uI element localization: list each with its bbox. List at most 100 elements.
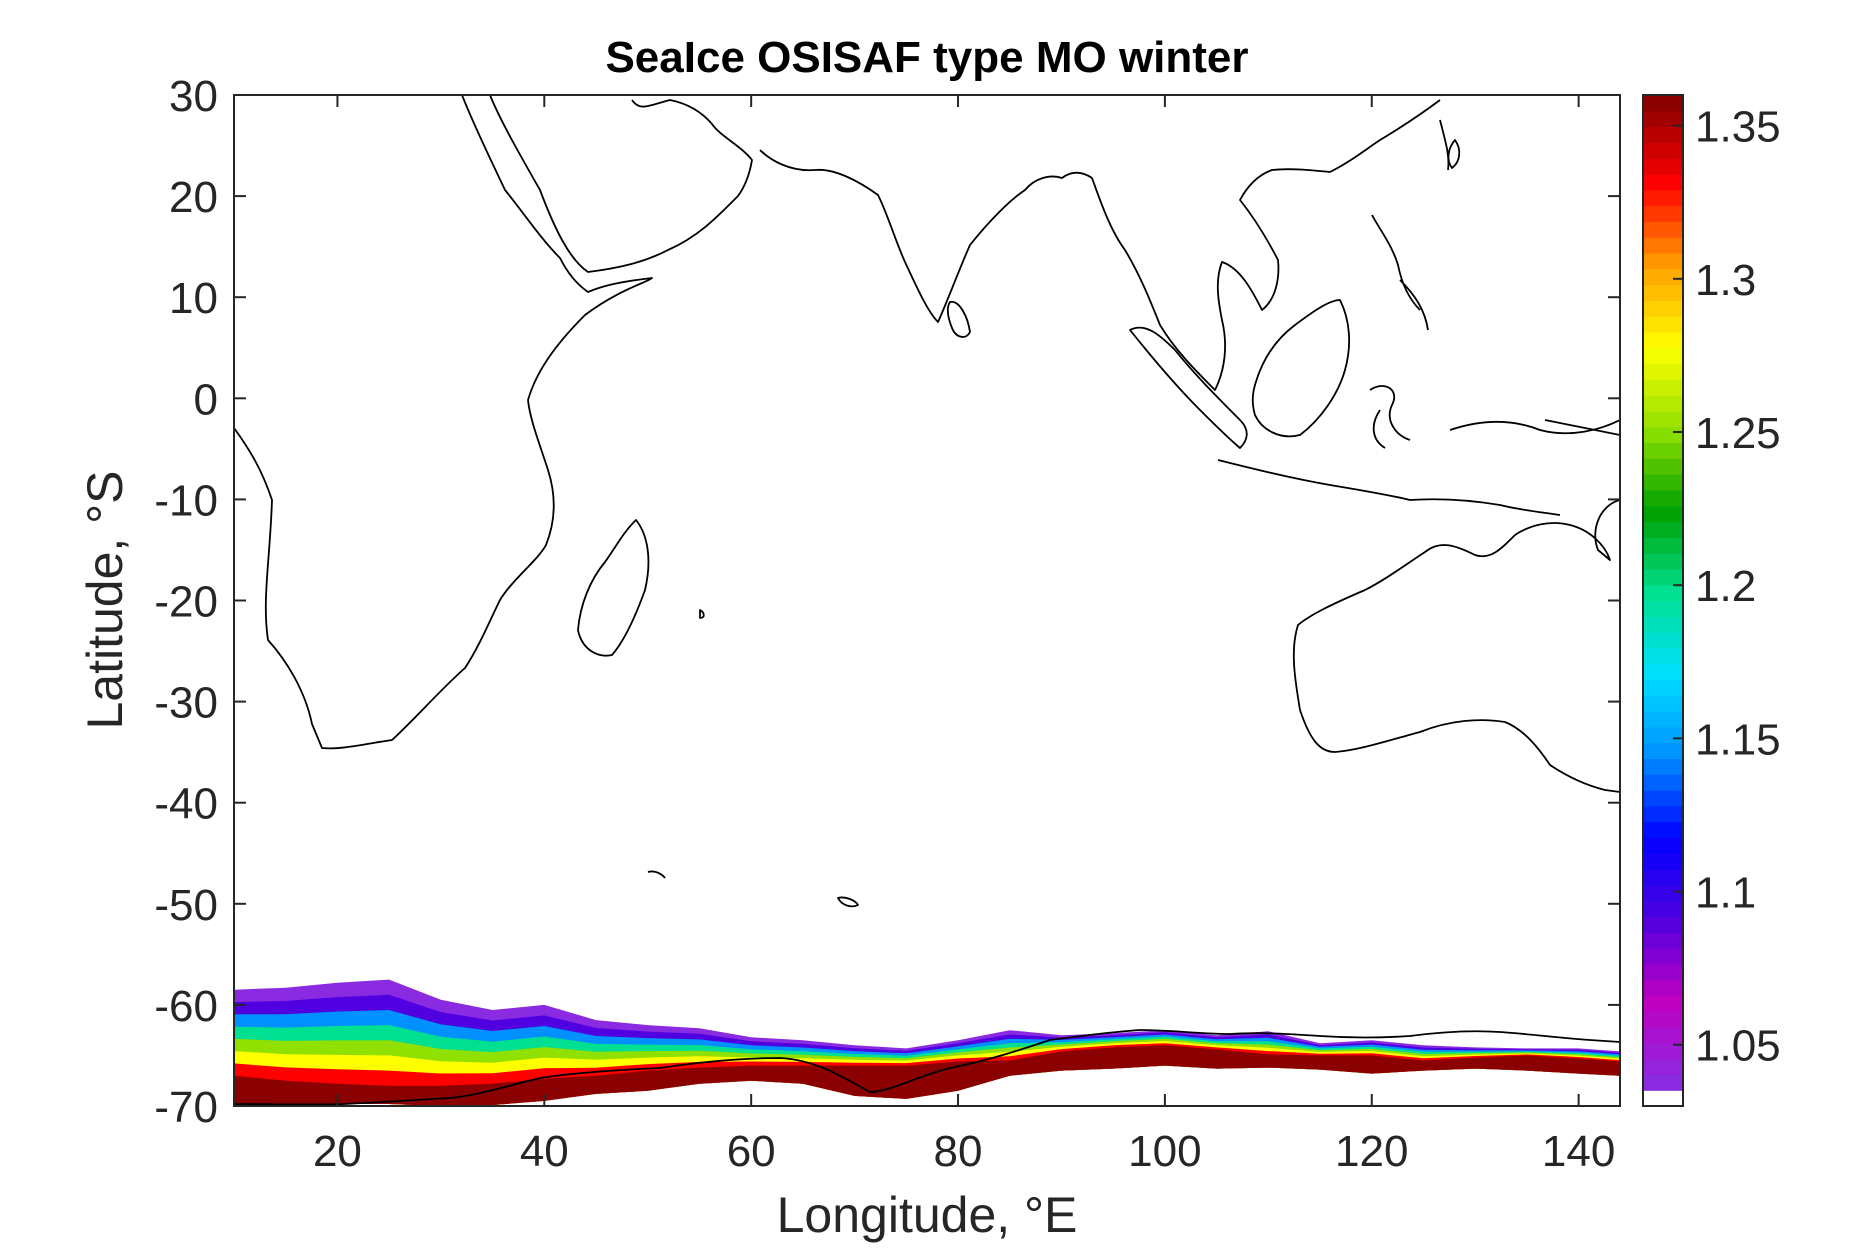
colorbar-cell	[1643, 821, 1683, 839]
x-tick-label: 100	[1128, 1127, 1201, 1176]
colorbar-cell	[1643, 884, 1683, 902]
colorbar-cell	[1643, 110, 1683, 128]
sea-ice-heatmap	[234, 979, 1620, 1106]
coastline-australia	[1292, 499, 1620, 793]
y-tick-label: -70	[154, 1083, 218, 1132]
colorbar-cell	[1643, 1090, 1683, 1107]
colorbar-cell	[1643, 142, 1683, 159]
colorbar-tick-label: 1.3	[1695, 256, 1756, 305]
coastline-java	[1217, 459, 1561, 516]
colorbar-cell	[1643, 584, 1683, 602]
colorbar-cell	[1643, 711, 1683, 728]
colorbar-cell	[1643, 758, 1683, 775]
coastline-philippines	[1371, 119, 1450, 331]
colorbar-cell	[1643, 363, 1683, 380]
colorbar-cell	[1643, 537, 1683, 554]
y-tick-label: 30	[169, 72, 218, 121]
colorbar-cell	[1643, 474, 1683, 491]
colorbar-cell	[1643, 790, 1683, 807]
colorbar-cell	[1643, 632, 1683, 649]
colorbar-cell	[1643, 173, 1683, 191]
coastline-southeast-asia	[1091, 99, 1441, 391]
y-tick-label: -40	[154, 780, 218, 829]
coastline-antarctica	[234, 1029, 1620, 1106]
colorbar-cell	[1643, 395, 1683, 412]
y-tick-label: 10	[169, 274, 218, 323]
colorbar-cell	[1643, 268, 1683, 286]
colorbar-cell	[1643, 932, 1683, 949]
x-axis-label: Longitude, °E	[777, 1187, 1078, 1243]
colorbar-cell	[1643, 489, 1683, 507]
colorbar-tick-label: 1.35	[1695, 103, 1781, 152]
colorbar-cell	[1643, 647, 1683, 665]
coastline-new-guinea	[1544, 419, 1620, 436]
y-axis-label: Latitude, °S	[77, 470, 133, 729]
colorbar-cell	[1643, 963, 1683, 981]
colorbar-cell	[1643, 663, 1683, 681]
colorbar-cell	[1643, 300, 1683, 317]
coastline-arabia	[489, 95, 816, 273]
coastline-sri-lanka	[946, 301, 971, 338]
colorbar-cell	[1643, 837, 1683, 854]
colorbar-cell	[1643, 995, 1683, 1012]
colorbar-cell	[1643, 442, 1683, 459]
chart-title: SeaIce OSISAF type MO winter	[605, 33, 1248, 82]
colorbar-cell	[1643, 284, 1683, 301]
colorbar-cell	[1643, 853, 1683, 870]
colorbar-cell	[1643, 695, 1683, 712]
y-tick-label: -30	[154, 679, 218, 728]
colorbar-cell	[1643, 221, 1683, 238]
colorbar-cell	[1643, 410, 1683, 428]
colorbar-cell	[1643, 189, 1683, 207]
colorbar-cell	[1643, 347, 1683, 365]
y-tick-label: -10	[154, 476, 218, 525]
colorbar-tick-label: 1.1	[1695, 869, 1756, 918]
colorbar-tick-label: 1.25	[1695, 409, 1781, 458]
coastline-madagascar	[577, 519, 650, 657]
coastline-india	[814, 169, 1093, 323]
colorbar-cell	[1643, 126, 1683, 143]
colorbar-cell	[1643, 948, 1683, 965]
coastline-sulawesi	[1369, 385, 1620, 449]
colorbar-cell	[1643, 726, 1683, 744]
colorbar-cell	[1643, 616, 1683, 633]
y-tick-label: 0	[194, 375, 218, 424]
colorbar-cell	[1643, 426, 1683, 444]
colorbar-cell	[1643, 774, 1683, 791]
colorbar-tick-label: 1.05	[1695, 1022, 1781, 1071]
colorbar-cell	[1643, 316, 1683, 333]
colorbar-cell	[1643, 553, 1683, 570]
colorbar-cell	[1643, 1042, 1683, 1060]
y-tick-label: 20	[169, 173, 218, 222]
colorbar-cell	[1643, 600, 1683, 617]
colorbar-cell	[1643, 979, 1683, 997]
x-tick-label: 80	[934, 1127, 983, 1176]
colorbar-cell	[1643, 679, 1683, 696]
plot-area	[234, 95, 1620, 1106]
x-tick-label: 60	[727, 1127, 776, 1176]
coastline-taiwan	[1447, 139, 1461, 169]
colorbar-tick-label: 1.15	[1695, 715, 1781, 764]
colorbar-cell	[1643, 568, 1683, 586]
x-tick-label: 20	[313, 1127, 362, 1176]
colorbar-cell	[1643, 379, 1683, 396]
colorbar: 1.05 1.1 1.15 1.2 1.25 1.3 1.35	[1642, 94, 1781, 1107]
island-mascarene	[699, 609, 705, 619]
island-crozet	[647, 870, 666, 879]
colorbar-cell	[1643, 742, 1683, 760]
island-kerguelen	[837, 896, 859, 908]
colorbar-cell	[1643, 1011, 1683, 1028]
colorbar-cell	[1643, 252, 1683, 270]
colorbar-tick-label: 1.2	[1695, 562, 1756, 611]
colorbar-cell	[1643, 95, 1683, 112]
colorbar-frame	[1642, 94, 1684, 1107]
colorbar-cell	[1643, 205, 1683, 222]
colorbar-cell	[1643, 1058, 1683, 1076]
x-tick-label: 40	[520, 1127, 569, 1176]
y-tick-label: -50	[154, 881, 218, 930]
x-tick-label: 140	[1542, 1127, 1615, 1176]
colorbar-cell	[1643, 916, 1683, 933]
x-axis: 20 40 60 80 100 120 140	[313, 95, 1615, 1176]
colorbar-cell	[1643, 331, 1683, 349]
